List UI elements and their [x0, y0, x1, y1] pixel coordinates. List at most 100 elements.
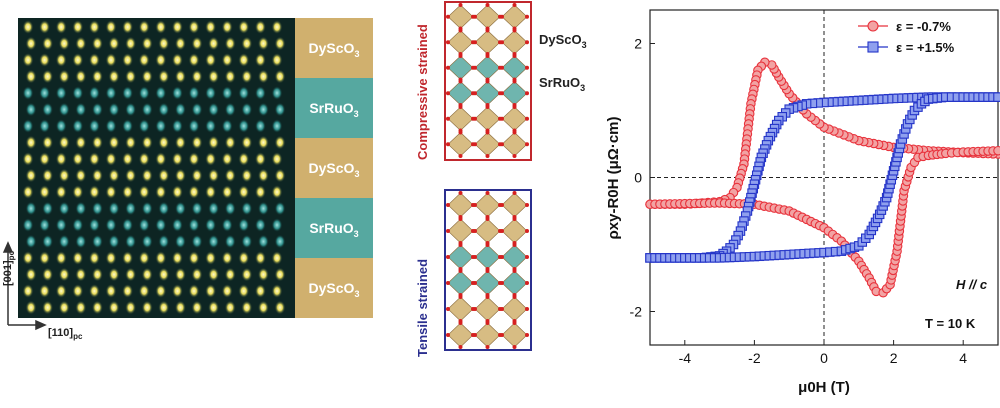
- atom-column: [241, 234, 253, 249]
- atom-column: [271, 119, 283, 133]
- oxygen-atom: [446, 91, 450, 96]
- atom-column: [22, 218, 34, 232]
- atom-column: [25, 135, 37, 150]
- atom-column: [42, 201, 54, 216]
- layer-band: [295, 138, 373, 198]
- atom-column: [108, 234, 120, 249]
- oxygen-atom: [458, 79, 463, 84]
- atom-column: [138, 152, 150, 166]
- atom-column: [55, 53, 67, 67]
- atom-column: [91, 168, 103, 183]
- atom-column: [138, 218, 150, 232]
- oxygen-atom: [512, 3, 517, 7]
- atom-column: [39, 218, 51, 232]
- atom-column: [72, 185, 84, 199]
- atom-column: [254, 218, 266, 232]
- atom-column: [91, 300, 103, 315]
- atom-column: [108, 135, 120, 150]
- atom-column: [205, 185, 217, 199]
- y-tick-label: 2: [634, 36, 642, 52]
- oxygen-atom: [512, 345, 517, 349]
- atom-column: [191, 36, 203, 51]
- oxygen-atom: [446, 333, 450, 337]
- oxygen-atom: [458, 217, 463, 221]
- atom-column: [241, 36, 253, 51]
- legend: ε = -0.7% ε = +1.5%: [858, 19, 955, 55]
- x-tick-label: 0: [820, 350, 828, 366]
- annotation-field-direction: H // c: [956, 277, 988, 292]
- atom-column: [22, 251, 34, 265]
- atom-column: [274, 234, 286, 249]
- atom-column: [91, 267, 103, 282]
- atom-column: [158, 135, 170, 150]
- data-point: [867, 41, 879, 53]
- atom-column: [55, 20, 67, 34]
- atom-column: [141, 300, 153, 315]
- atom-column: [75, 102, 87, 117]
- atom-column: [238, 20, 250, 34]
- atom-column: [22, 284, 34, 298]
- atom-column: [125, 168, 137, 183]
- atom-column: [205, 218, 217, 232]
- atom-column: [88, 20, 100, 34]
- axis-horizontal-label: [110]pc: [48, 327, 83, 341]
- atom-column: [257, 201, 269, 216]
- atom-column: [221, 119, 233, 133]
- atom-column: [171, 218, 183, 232]
- atom-column: [42, 168, 54, 183]
- oxygen-atom: [473, 203, 477, 207]
- atom-column: [238, 119, 250, 133]
- atom-column: [125, 135, 137, 150]
- oxygen-atom: [458, 191, 463, 195]
- oxygen-atom: [525, 142, 529, 147]
- atom-column: [274, 135, 286, 150]
- atom-column: [141, 168, 153, 183]
- atom-column: [238, 251, 250, 265]
- atom-column: [174, 36, 186, 51]
- atom-column: [42, 69, 54, 84]
- layer-band: [295, 18, 373, 78]
- layer-stack: DyScO3 SrRuO3 DyScO3 SrRuO3 DyScO3: [295, 18, 373, 318]
- oxygen-atom: [473, 142, 477, 147]
- atom-column: [125, 36, 137, 51]
- atom-column: [58, 234, 70, 249]
- atom-column: [224, 102, 236, 117]
- atom-column: [241, 135, 253, 150]
- layer-band: [295, 198, 373, 258]
- atom-column: [105, 218, 117, 232]
- atom-column: [205, 53, 217, 67]
- atom-column: [241, 201, 253, 216]
- oxygen-atom: [512, 28, 517, 33]
- atom-column: [174, 300, 186, 315]
- layer-band: [295, 78, 373, 138]
- oxygen-atom: [485, 191, 490, 195]
- atom-column: [108, 300, 120, 315]
- atom-column: [122, 20, 134, 34]
- atom-column: [224, 168, 236, 183]
- atom-column: [39, 20, 51, 34]
- atom-column: [224, 69, 236, 84]
- atom-column: [224, 234, 236, 249]
- atom-column: [155, 185, 167, 199]
- atom-column: [257, 135, 269, 150]
- atom-column: [91, 102, 103, 117]
- atom-column: [158, 36, 170, 51]
- atom-column: [39, 86, 51, 100]
- atom-column: [122, 284, 134, 298]
- atom-column: [188, 20, 200, 34]
- oxygen-atom: [512, 154, 517, 158]
- atom-column: [141, 201, 153, 216]
- atom-column: [171, 185, 183, 199]
- oxygen-atom: [473, 91, 477, 96]
- atom-column: [141, 69, 153, 84]
- atom-column: [122, 53, 134, 67]
- atom-column: [122, 185, 134, 199]
- oxygen-atom: [525, 281, 529, 285]
- atom-column: [25, 300, 37, 315]
- dysco-label: DyScO3: [539, 32, 587, 50]
- atom-column: [224, 267, 236, 282]
- atom-column: [72, 218, 84, 232]
- axis-ticks: -4 -2 0 2 4 2 0 -2: [630, 36, 968, 367]
- legend-entry: ε = -0.7%: [896, 19, 951, 34]
- atom-column: [75, 69, 87, 84]
